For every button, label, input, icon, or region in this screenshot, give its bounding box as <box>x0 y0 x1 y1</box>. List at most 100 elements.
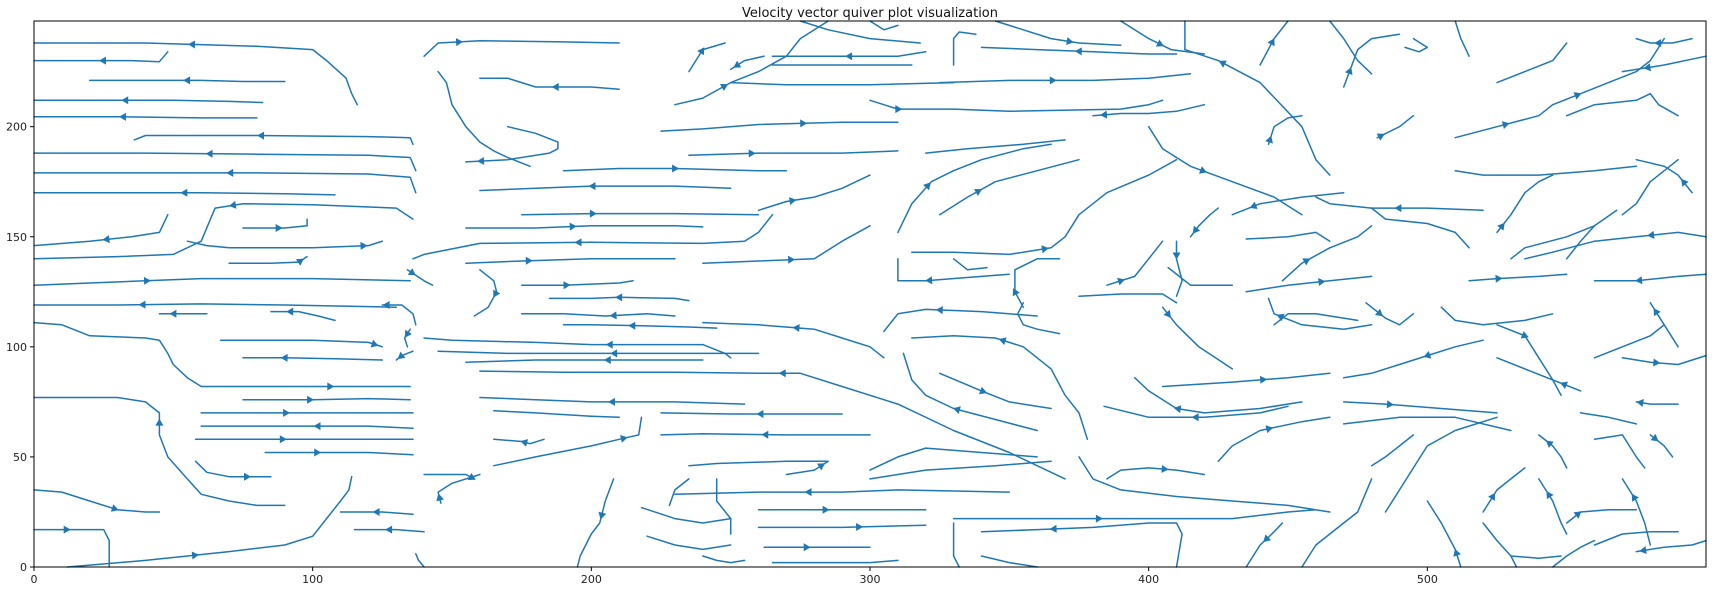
streamline <box>715 478 732 535</box>
x-tick-label: 0 <box>31 573 38 586</box>
streamline <box>1635 37 1693 44</box>
streamline <box>493 438 545 445</box>
streamline-arrowhead <box>803 543 811 552</box>
streamline <box>799 20 921 44</box>
streamline-arrowhead <box>1376 133 1385 141</box>
streamline-arrowhead <box>520 439 529 447</box>
streamline-arrowhead <box>1497 222 1505 231</box>
streamline <box>1329 20 1373 75</box>
plot-frame <box>33 20 1707 568</box>
streamline <box>33 116 258 119</box>
streamline-arrowhead <box>385 525 393 534</box>
chart-title: Velocity vector quiver plot visualizatio… <box>742 6 998 21</box>
streamline-arrowhead <box>574 238 582 247</box>
x-tick-label: 500 <box>1417 573 1438 586</box>
streamline-arrowhead <box>307 395 315 404</box>
streamline <box>33 489 161 513</box>
streamline <box>1482 467 1526 513</box>
streamline <box>479 370 1066 480</box>
streamline <box>1147 125 1303 216</box>
streamline <box>1078 293 1178 304</box>
streamline <box>869 447 1038 471</box>
streamline <box>1635 539 1707 553</box>
streamline <box>186 240 384 249</box>
streamline-arrowhead <box>436 493 444 502</box>
streamline-arrowhead <box>788 255 796 264</box>
streamline <box>1092 103 1206 117</box>
streamline <box>1106 467 1206 480</box>
streamline <box>1496 357 1582 392</box>
x-tick-label: 100 <box>302 573 323 586</box>
streamline <box>1593 324 1665 359</box>
streamline <box>219 339 384 348</box>
streamline <box>938 372 1052 410</box>
streamline-arrowhead <box>588 182 596 191</box>
streamline <box>952 31 977 66</box>
streamline <box>1245 275 1373 293</box>
streamline-arrowhead <box>1049 524 1057 533</box>
streamline <box>1342 33 1401 88</box>
streamline-arrowhead <box>455 38 464 47</box>
streamline <box>1579 412 1638 425</box>
streamline <box>980 46 1178 55</box>
streamline-arrowhead <box>998 337 1007 345</box>
streamline-arrowhead <box>110 504 119 512</box>
streamline <box>938 158 1080 216</box>
streamline <box>1635 158 1693 194</box>
streamline <box>1593 531 1679 546</box>
streamline <box>702 225 871 264</box>
streamline <box>994 20 1122 46</box>
streamline <box>1621 478 1652 546</box>
streamline <box>1538 434 1568 469</box>
streamline <box>412 213 774 260</box>
streamline-arrowhead <box>1100 110 1108 119</box>
streamline-arrowhead <box>615 293 623 302</box>
streamline <box>980 555 1038 568</box>
streamline <box>1524 231 1707 260</box>
streamline <box>415 553 425 568</box>
streamline <box>33 277 411 286</box>
streamline <box>1621 55 1707 73</box>
streamline-arrowhead <box>404 329 412 338</box>
streamline-arrowhead <box>191 551 199 560</box>
streamline-arrowhead <box>1263 534 1271 543</box>
streamline-arrowhead <box>733 60 742 68</box>
streamline <box>33 528 110 568</box>
streamline-arrowhead <box>1394 204 1402 213</box>
streamline <box>1370 207 1470 249</box>
streamline-arrowhead <box>205 149 213 158</box>
streamline <box>437 350 760 355</box>
streamline <box>952 522 960 568</box>
streamline <box>1496 324 1562 397</box>
streamline-arrowhead <box>407 268 416 276</box>
streamline-arrowhead <box>1318 278 1326 286</box>
streamline <box>200 425 414 430</box>
streamline-arrowhead <box>382 301 390 309</box>
streamline-arrowhead <box>1066 37 1074 45</box>
streamline <box>1167 266 1234 286</box>
streamline-arrowhead <box>1560 381 1568 389</box>
streamline-arrowhead <box>188 40 196 49</box>
streamline-arrowhead <box>1647 230 1655 239</box>
streamline-arrowhead <box>925 276 933 285</box>
streamline-arrowhead <box>589 209 597 218</box>
streamline <box>1649 92 1679 117</box>
streamline-arrowhead <box>1074 47 1082 56</box>
streamline <box>771 51 927 57</box>
streamline-arrowhead <box>121 96 129 105</box>
streamline <box>1184 20 1331 176</box>
streamline <box>1496 174 1554 234</box>
streamline <box>1281 225 1373 282</box>
streamline <box>1496 42 1568 84</box>
streamline <box>33 202 414 260</box>
streamline-arrowhead <box>1488 492 1496 501</box>
streamline <box>1078 456 1331 513</box>
streamline <box>1593 273 1707 282</box>
streamline <box>771 559 899 564</box>
streamline-arrowhead <box>99 56 106 65</box>
streamline <box>1565 92 1652 117</box>
streamline <box>1106 240 1164 286</box>
streamline-arrowhead <box>1573 511 1582 519</box>
streamline-arrowhead <box>1546 491 1554 500</box>
